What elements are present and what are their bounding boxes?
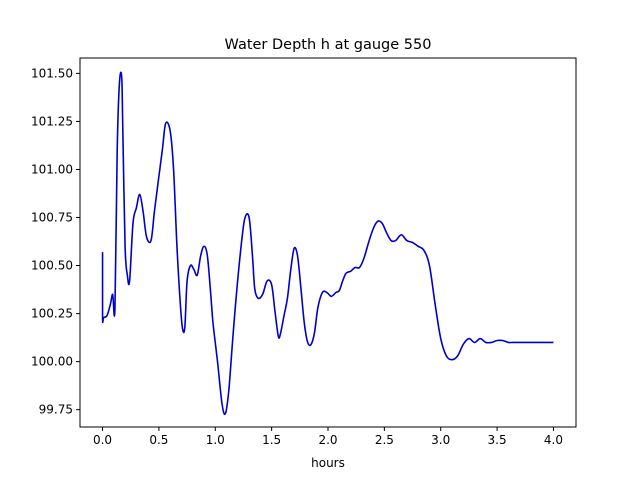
y-tick-label: 101.00 (31, 162, 73, 176)
y-axis-ticks: 99.75 100.00 100.25 100.50 100.75 101.00 101.2… (31, 66, 80, 417)
y-tick-label: 101.25 (31, 114, 73, 128)
x-axis-label: hours (311, 456, 345, 470)
x-tick-label: 0.0 (93, 433, 112, 447)
plot-background (80, 58, 576, 427)
water-depth-line (101, 71, 554, 416)
x-tick-label: 1.0 (206, 433, 225, 447)
x-tick-label: 4.0 (544, 433, 563, 447)
y-tick-label: 100.75 (31, 211, 73, 225)
y-tick-label: 100.00 (31, 355, 73, 369)
x-tick-label: 3.5 (488, 433, 507, 447)
chart-title: Water Depth h at gauge 550 (225, 37, 432, 53)
y-tick-label: 100.25 (31, 307, 73, 321)
x-tick-label: 1.5 (262, 433, 281, 447)
y-tick-label: 99.75 (39, 403, 73, 417)
x-tick-label: 2.5 (375, 433, 394, 447)
x-tick-label: 0.5 (149, 433, 168, 447)
x-tick-label: 3.0 (431, 433, 450, 447)
x-axis-ticks: 0.0 0.5 1.0 1.5 2.0 2.5 3.0 3.5 4.0 (93, 427, 563, 447)
y-tick-label: 100.50 (31, 259, 73, 273)
y-tick-label: 101.50 (31, 66, 73, 80)
x-tick-label: 2.0 (318, 433, 337, 447)
series-lines (101, 71, 554, 416)
